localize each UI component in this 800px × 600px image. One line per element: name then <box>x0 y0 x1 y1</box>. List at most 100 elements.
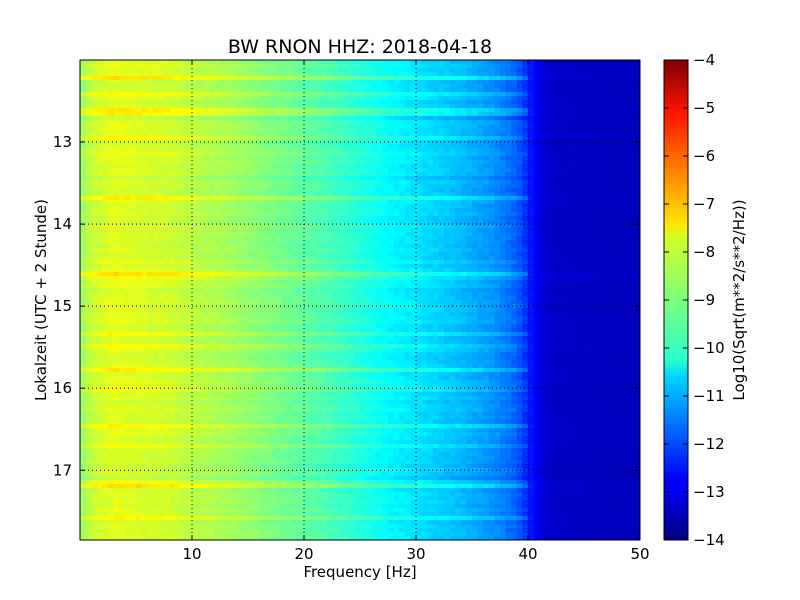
heatmap-cell <box>556 240 563 245</box>
heatmap-cell <box>208 144 215 149</box>
heatmap-cell <box>298 232 305 237</box>
heatmap-cell <box>175 116 182 121</box>
heatmap-cell <box>522 104 529 109</box>
heatmap-cell <box>388 112 395 117</box>
heatmap-cell <box>253 200 260 205</box>
heatmap-cell <box>214 160 221 165</box>
heatmap-cell <box>326 96 333 101</box>
heatmap-cell <box>337 68 344 73</box>
heatmap-cell <box>186 144 193 149</box>
heatmap-cell <box>91 180 98 185</box>
heatmap-cell <box>483 180 490 185</box>
heatmap-cell <box>488 68 495 73</box>
heatmap-cell <box>169 76 176 81</box>
heatmap-cell <box>96 156 103 161</box>
heatmap-cell <box>158 72 165 77</box>
heatmap-cell <box>304 116 311 121</box>
heatmap-cell <box>259 152 266 157</box>
heatmap-cell <box>399 204 406 209</box>
heatmap-cell <box>102 152 109 157</box>
heatmap-cell <box>444 212 451 217</box>
heatmap-cell <box>113 116 120 121</box>
heatmap-cell <box>612 168 619 173</box>
heatmap-cell <box>298 180 305 185</box>
heatmap-cell <box>617 104 624 109</box>
heatmap-cell <box>623 96 630 101</box>
heatmap-cell <box>522 256 529 261</box>
heatmap-cell <box>494 68 501 73</box>
heatmap-cell <box>572 60 579 65</box>
heatmap-cell <box>567 92 574 97</box>
heatmap-cell <box>371 64 378 69</box>
heatmap-cell <box>186 196 193 201</box>
heatmap-cell <box>80 212 87 217</box>
heatmap-cell <box>164 144 171 149</box>
heatmap-cell <box>253 120 260 125</box>
heatmap-cell <box>399 156 406 161</box>
heatmap-cell <box>242 220 249 225</box>
heatmap-cell <box>388 184 395 189</box>
heatmap-cell <box>634 160 640 165</box>
heatmap-cell <box>628 184 635 189</box>
heatmap-cell <box>298 96 305 101</box>
heatmap-cell <box>214 108 221 113</box>
heatmap-cell <box>500 212 507 217</box>
heatmap-cell <box>477 216 484 221</box>
heatmap-cell <box>567 196 574 201</box>
heatmap-cell <box>438 244 445 249</box>
heatmap-cell <box>589 144 596 149</box>
heatmap-cell <box>85 120 92 125</box>
heatmap-cell <box>460 252 467 257</box>
heatmap-cell <box>259 180 266 185</box>
heatmap-cell <box>533 192 540 197</box>
heatmap-cell <box>180 132 187 137</box>
heatmap-cell <box>91 96 98 101</box>
heatmap-cell <box>169 252 176 257</box>
heatmap-cell <box>628 164 635 169</box>
heatmap-cell <box>175 124 182 129</box>
heatmap-cell <box>556 256 563 261</box>
heatmap-cell <box>337 228 344 233</box>
heatmap-cell <box>584 180 591 185</box>
heatmap-cell <box>371 164 378 169</box>
heatmap-cell <box>628 232 635 237</box>
heatmap-cell <box>449 88 456 93</box>
heatmap-cell <box>158 152 165 157</box>
heatmap-cell <box>623 228 630 233</box>
heatmap-cell <box>197 112 204 117</box>
heatmap-cell <box>444 72 451 77</box>
heatmap-cell <box>561 240 568 245</box>
heatmap-cell <box>561 124 568 129</box>
heatmap-cell <box>460 76 467 81</box>
heatmap-cell <box>192 124 199 129</box>
heatmap-cell <box>354 200 361 205</box>
heatmap-cell <box>147 60 154 65</box>
heatmap-cell <box>533 104 540 109</box>
heatmap-cell <box>483 148 490 153</box>
heatmap-cell <box>584 164 591 169</box>
heatmap-cell <box>214 172 221 177</box>
heatmap-cell <box>382 232 389 237</box>
heatmap-cell <box>371 252 378 257</box>
heatmap-cell <box>572 136 579 141</box>
heatmap-cell <box>264 176 271 181</box>
heatmap-cell <box>516 100 523 105</box>
heatmap-cell <box>80 216 87 221</box>
heatmap-cell <box>550 136 557 141</box>
heatmap-cell <box>376 156 383 161</box>
heatmap-cell <box>572 64 579 69</box>
heatmap-cell <box>208 60 215 65</box>
heatmap-cell <box>623 212 630 217</box>
heatmap-cell <box>264 100 271 105</box>
heatmap-cell <box>292 140 299 145</box>
heatmap-cell <box>522 244 529 249</box>
heatmap-cell <box>528 68 535 73</box>
heatmap-cell <box>164 160 171 165</box>
heatmap-cell <box>119 104 126 109</box>
heatmap-cell <box>505 104 512 109</box>
heatmap-cell <box>466 252 473 257</box>
heatmap-cell <box>500 248 507 253</box>
heatmap-cell <box>259 84 266 89</box>
heatmap-cell <box>550 240 557 245</box>
heatmap-cell <box>617 72 624 77</box>
